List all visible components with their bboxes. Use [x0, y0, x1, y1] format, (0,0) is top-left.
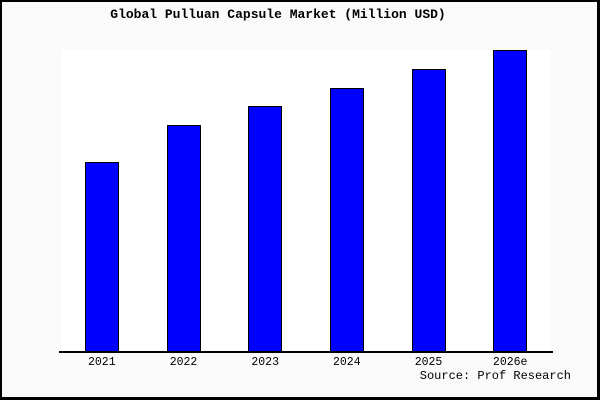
x-tick-label-2023: 2023 [251, 356, 279, 369]
bar-2023 [248, 105, 283, 352]
chart-title: Global Pulluan Capsule Market (Million U… [110, 7, 446, 22]
x-axis-line [59, 351, 553, 353]
bar-2022 [166, 124, 201, 352]
source-credit: Source: Prof Research [419, 369, 571, 383]
bar-2021 [84, 162, 119, 352]
x-tick-label-2025: 2025 [414, 356, 443, 369]
x-tick-label-2024: 2024 [332, 356, 361, 369]
x-tick-label-2021: 2021 [87, 356, 116, 369]
bar-2024 [329, 88, 364, 352]
bar-2025 [411, 69, 446, 352]
x-tick-label-2026e: 2026e [492, 356, 528, 369]
plot-area [61, 50, 551, 352]
x-tick-label-2022: 2022 [169, 356, 198, 369]
bar-2026e [493, 50, 528, 352]
